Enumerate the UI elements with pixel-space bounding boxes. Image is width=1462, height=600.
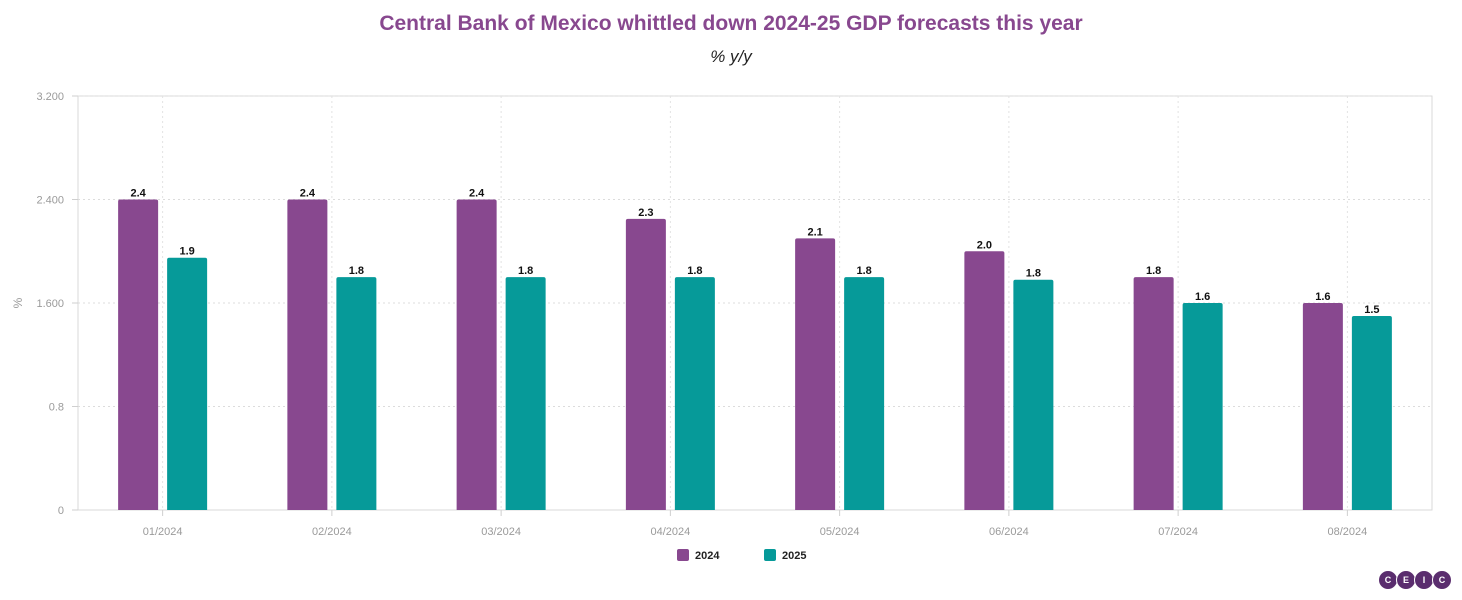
y-axis-label: % [11, 297, 25, 308]
data-label-2025: 1.8 [349, 265, 364, 277]
y-tick-label: 2.400 [36, 195, 64, 207]
data-label-2024: 2.4 [300, 188, 316, 200]
x-tick-label: 08/2024 [1327, 526, 1367, 538]
x-tick-label: 06/2024 [989, 526, 1029, 538]
logo-letter: C [1432, 570, 1452, 590]
bar-2025-03/2024 [505, 277, 546, 510]
y-axis-ticks: 0 0.8 1.600 2.400 3.200 [36, 91, 78, 517]
bar-2024-06/2024 [964, 251, 1005, 510]
bar-2025-07/2024 [1182, 303, 1223, 510]
y-tick-label: 1.600 [36, 298, 64, 310]
x-tick-label: 03/2024 [481, 526, 521, 538]
chart-subtitle: % y/y [710, 47, 752, 66]
legend-swatch [677, 549, 689, 561]
bars [118, 199, 1392, 510]
logo-letter: E [1396, 570, 1416, 590]
legend-swatch [764, 549, 776, 561]
x-tick-label: 05/2024 [820, 526, 860, 538]
logo-letter: C [1378, 570, 1398, 590]
legend[interactable]: 2024 2025 [677, 549, 806, 562]
data-label-2024: 2.4 [469, 188, 485, 200]
data-label-2025: 1.6 [1195, 291, 1210, 303]
data-label-2025: 1.9 [179, 246, 194, 258]
x-tick-label: 07/2024 [1158, 526, 1198, 538]
data-label-2024: 2.0 [977, 239, 992, 251]
y-tick-label: 0 [58, 505, 64, 517]
bar-2025-02/2024 [336, 277, 377, 510]
bar-2024-05/2024 [795, 238, 836, 510]
bar-2024-01/2024 [118, 199, 159, 510]
data-label-2024: 2.3 [638, 207, 653, 219]
logo-letter: I [1414, 570, 1434, 590]
data-label-2025: 1.8 [1026, 268, 1041, 280]
data-label-2024: 1.6 [1315, 291, 1330, 303]
bar-2025-04/2024 [674, 277, 715, 510]
bar-2024-07/2024 [1133, 277, 1174, 510]
bar-2025-05/2024 [844, 277, 885, 510]
legend-item-2025[interactable]: 2025 [764, 549, 806, 562]
bar-2024-08/2024 [1302, 303, 1343, 510]
y-tick-label: 3.200 [36, 91, 64, 103]
y-tick-label: 0.8 [49, 402, 64, 414]
data-labels: 2.4 2.4 2.4 2.3 2.1 2.0 1.8 1.6 1.9 1.8 1.8 1.8 1.8 1… [130, 188, 1379, 316]
chart-title: Central Bank of Mexico whittled down 202… [379, 12, 1083, 35]
bar-2024-02/2024 [287, 199, 328, 510]
x-tick-label: 01/2024 [143, 526, 183, 538]
grid-lines [77, 95, 1433, 511]
legend-label: 2024 [695, 550, 720, 562]
bar-2024-04/2024 [625, 218, 666, 510]
data-label-2024: 2.4 [130, 188, 146, 200]
data-label-2024: 1.8 [1146, 265, 1161, 277]
x-axis-ticks: 01/2024 02/2024 03/2024 04/2024 05/2024 06/20… [143, 510, 1367, 538]
bar-2025-01/2024 [167, 257, 208, 510]
x-tick-label: 04/2024 [650, 526, 690, 538]
bar-2025-06/2024 [1013, 279, 1054, 510]
data-label-2025: 1.8 [856, 265, 871, 277]
legend-item-2024[interactable]: 2024 [677, 549, 720, 562]
data-label-2024: 2.1 [807, 226, 822, 238]
data-label-2025: 1.8 [518, 265, 533, 277]
data-label-2025: 1.5 [1364, 304, 1379, 316]
bar-2025-08/2024 [1351, 315, 1392, 510]
bar-2024-03/2024 [456, 199, 497, 510]
x-tick-label: 02/2024 [312, 526, 352, 538]
legend-label: 2025 [782, 550, 806, 562]
data-label-2025: 1.8 [687, 265, 702, 277]
